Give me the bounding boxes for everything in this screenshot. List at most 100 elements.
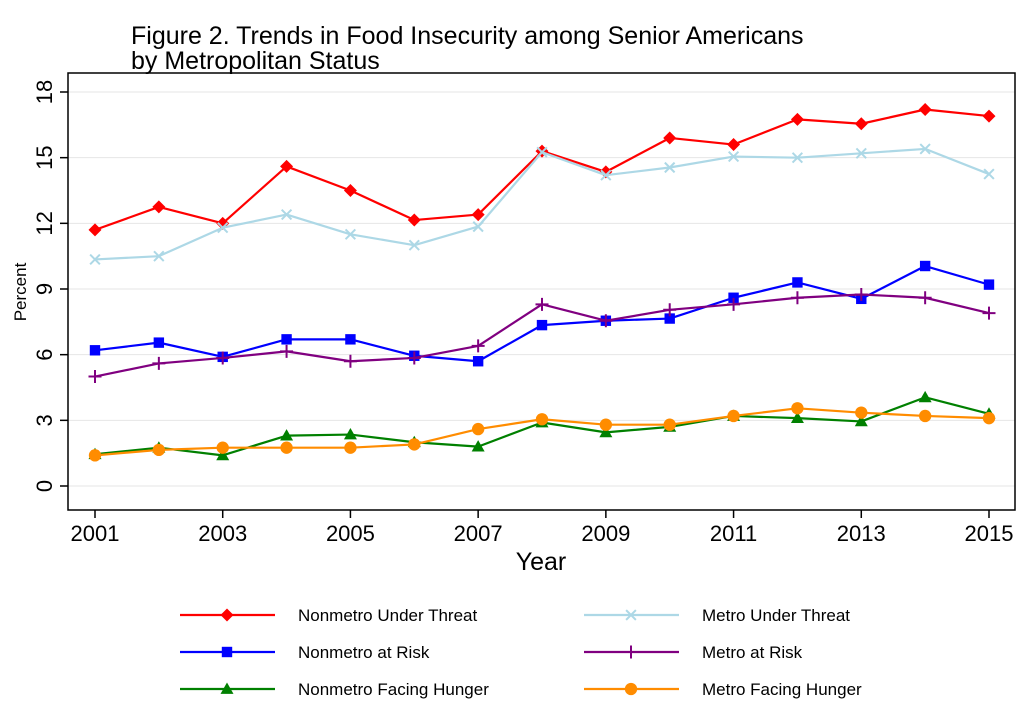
data-point: [408, 239, 420, 251]
data-point: [791, 152, 804, 164]
legend-item: Nonmetro Under Threat: [180, 606, 477, 625]
series-line: [94, 147, 990, 261]
data-point: [792, 277, 803, 288]
data-point: [88, 223, 102, 237]
data-point: [918, 103, 932, 117]
series-line: [94, 108, 990, 231]
y-tick-label: 3: [32, 414, 57, 426]
data-point: [88, 370, 102, 384]
x-tick-label: 2015: [965, 521, 1014, 546]
data-point: [663, 131, 677, 145]
data-point: [599, 425, 613, 438]
data-point: [408, 438, 421, 451]
y-axis: 0 3 6 9 12 15 18: [32, 80, 68, 492]
data-point: [280, 159, 294, 173]
legend-marker: [220, 608, 234, 622]
x-tick-label: 2013: [837, 521, 886, 546]
data-point: [407, 213, 421, 227]
chart-title: Figure 2. Trends in Food Insecurity amon…: [131, 22, 804, 75]
data-point: [280, 441, 293, 454]
legend-marker: [221, 646, 233, 658]
data-point: [599, 418, 613, 431]
data-point: [854, 117, 868, 131]
data-point: [152, 356, 166, 370]
data-point: [664, 313, 675, 324]
legend-item: Nonmetro at Risk: [180, 643, 430, 662]
x-tick-label: 2001: [71, 521, 120, 546]
legend-label: Metro Facing Hunger: [702, 680, 862, 699]
data-point: [345, 334, 356, 345]
series-1: [89, 143, 995, 266]
data-point: [663, 303, 677, 317]
legend-label: Nonmetro at Risk: [298, 643, 430, 662]
legend-marker: [625, 609, 637, 621]
data-point: [790, 291, 804, 305]
data-point: [153, 337, 165, 348]
data-point: [217, 222, 229, 234]
legend-item: Metro Facing Hunger: [584, 680, 862, 699]
x-tick-label: 2003: [198, 521, 247, 546]
y-tick-label: 0: [32, 480, 57, 492]
x-axis-label: Year: [516, 548, 567, 576]
y-tick-label: 18: [32, 80, 57, 104]
data-point: [536, 319, 548, 331]
data-point: [599, 314, 613, 328]
data-point: [471, 440, 485, 452]
data-point: [407, 351, 421, 365]
legend-marker: [220, 682, 234, 694]
data-point: [918, 390, 932, 403]
data-point: [153, 250, 165, 262]
data-point: [280, 344, 294, 358]
legend-label: Nonmetro Facing Hunger: [298, 680, 489, 699]
series-3: [88, 287, 996, 384]
chart-title-line-2: by Metropolitan Status: [131, 47, 380, 75]
data-point: [88, 449, 102, 462]
data-point: [535, 413, 549, 426]
data-point: [727, 150, 740, 163]
legend: Nonmetro Under Threat Metro Under Threat N…: [180, 606, 862, 699]
data-point: [728, 292, 739, 303]
series-0: [88, 103, 996, 237]
y-tick-label: 6: [32, 349, 57, 361]
legend-item: Metro at Risk: [584, 643, 803, 662]
data-point: [216, 351, 230, 365]
series-line: [94, 264, 990, 363]
data-point: [854, 414, 868, 427]
x-axis: 2001 2003 2005 2007 2009 2011 2013 2015: [71, 510, 1014, 546]
data-point: [89, 253, 101, 266]
data-point: [790, 411, 804, 424]
y-axis-label: Percent: [11, 262, 30, 321]
data-point: [919, 260, 931, 272]
legend-label: Nonmetro Under Threat: [298, 606, 477, 625]
data-point: [918, 291, 932, 305]
data-point: [536, 146, 548, 158]
data-point: [472, 356, 484, 367]
data-point: [727, 297, 741, 311]
data-point: [471, 339, 485, 353]
legend-item: Metro Under Threat: [584, 606, 850, 625]
data-point: [152, 200, 166, 214]
data-point: [152, 443, 166, 457]
data-point: [535, 297, 549, 311]
y-tick-label: 15: [32, 145, 57, 169]
legend-label: Metro Under Threat: [702, 606, 850, 625]
data-point: [790, 112, 804, 126]
series-5: [88, 402, 996, 462]
data-point: [600, 169, 612, 181]
data-point: [982, 306, 996, 320]
data-point: [919, 143, 931, 155]
data-point: [918, 409, 932, 423]
x-tick-label: 2011: [710, 521, 757, 546]
data-point: [343, 354, 357, 368]
data-point: [982, 109, 996, 123]
data-point: [663, 418, 676, 431]
data-point: [727, 409, 740, 423]
x-tick-label: 2005: [326, 521, 375, 546]
data-point: [89, 345, 101, 356]
data-point: [727, 138, 741, 152]
data-point: [854, 287, 868, 301]
series: [88, 103, 996, 462]
data-point: [344, 441, 357, 454]
plot-frame: [67, 72, 1016, 511]
